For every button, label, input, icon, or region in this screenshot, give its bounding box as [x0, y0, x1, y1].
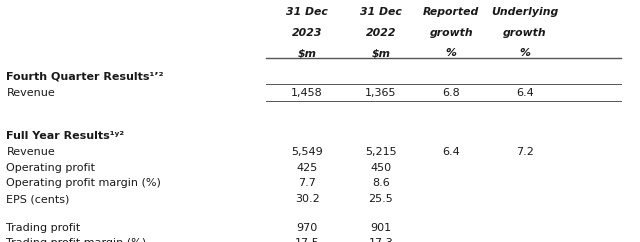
Text: %: % — [520, 48, 530, 58]
Text: Fourth Quarter Results¹’²: Fourth Quarter Results¹’² — [6, 72, 164, 82]
Text: Revenue: Revenue — [6, 147, 55, 157]
Text: $m: $m — [298, 48, 317, 58]
Text: 2023: 2023 — [292, 28, 323, 38]
Text: 425: 425 — [296, 163, 318, 173]
Text: Reported: Reported — [423, 7, 479, 17]
Text: 5,215: 5,215 — [365, 147, 397, 157]
Text: 31 Dec: 31 Dec — [360, 7, 402, 17]
Text: Operating profit margin (%): Operating profit margin (%) — [6, 179, 161, 189]
Text: %: % — [446, 48, 456, 58]
Text: 17.5: 17.5 — [295, 239, 319, 242]
Text: 6.4: 6.4 — [442, 147, 460, 157]
Text: growth: growth — [503, 28, 547, 38]
Text: 970: 970 — [296, 223, 318, 233]
Text: 901: 901 — [370, 223, 392, 233]
Text: Full Year Results¹ʸ²: Full Year Results¹ʸ² — [6, 131, 125, 141]
Text: growth: growth — [429, 28, 473, 38]
Text: Revenue: Revenue — [6, 88, 55, 98]
Text: Underlying: Underlying — [491, 7, 559, 17]
Text: 31 Dec: 31 Dec — [286, 7, 328, 17]
Text: 1,458: 1,458 — [291, 88, 323, 98]
Text: 7.7: 7.7 — [298, 179, 316, 189]
Text: $m: $m — [371, 48, 390, 58]
Text: 8.6: 8.6 — [372, 179, 390, 189]
Text: 7.2: 7.2 — [516, 147, 534, 157]
Text: 30.2: 30.2 — [295, 195, 319, 204]
Text: 6.4: 6.4 — [516, 88, 534, 98]
Text: 25.5: 25.5 — [369, 195, 393, 204]
Text: 2022: 2022 — [365, 28, 396, 38]
Text: Trading profit margin (%): Trading profit margin (%) — [6, 239, 147, 242]
Text: Trading profit: Trading profit — [6, 223, 81, 233]
Text: Operating profit: Operating profit — [6, 163, 95, 173]
Text: 17.3: 17.3 — [369, 239, 393, 242]
Text: 1,365: 1,365 — [365, 88, 397, 98]
Text: 450: 450 — [370, 163, 392, 173]
Text: 6.8: 6.8 — [442, 88, 460, 98]
Text: EPS (cents): EPS (cents) — [6, 195, 70, 204]
Text: 5,549: 5,549 — [291, 147, 323, 157]
